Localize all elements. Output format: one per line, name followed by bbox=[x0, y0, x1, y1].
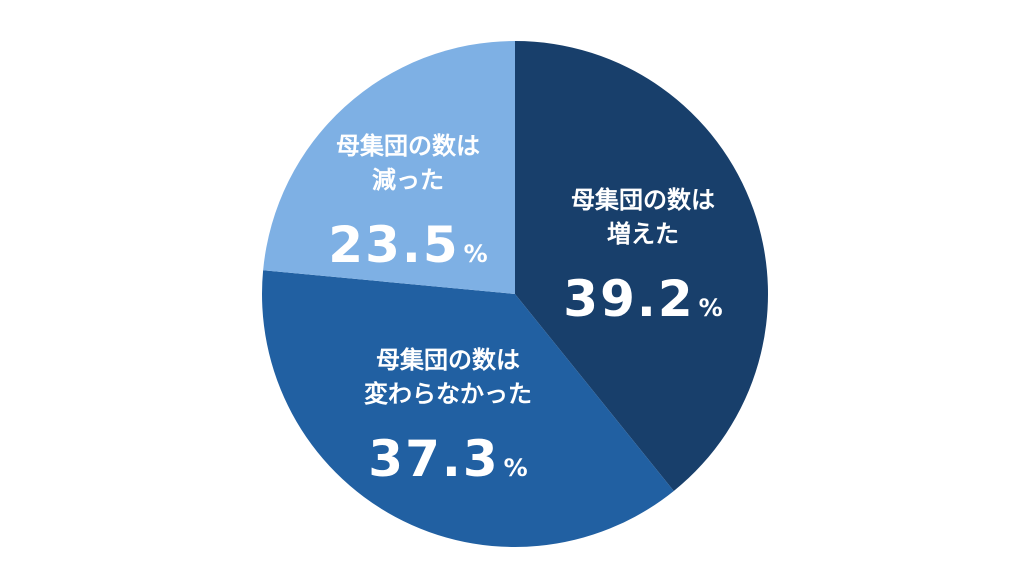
pie-slice-1 bbox=[515, 41, 768, 491]
slice-label-line: 母集団の数は bbox=[571, 186, 715, 214]
slice-value-label: 39.2% bbox=[563, 270, 722, 328]
slice-value-label: 37.3% bbox=[368, 430, 527, 488]
slice-label-line: 変わらなかった bbox=[364, 380, 532, 408]
pie-slice-3 bbox=[263, 41, 515, 294]
slice-value-label: 23.5% bbox=[328, 216, 487, 274]
slice-label-line: 増えた bbox=[607, 220, 679, 248]
pie-slice-2 bbox=[262, 270, 674, 547]
slice-label-line: 母集団の数は bbox=[376, 346, 520, 374]
slice-label-line: 減った bbox=[372, 166, 444, 194]
pie-slices bbox=[262, 41, 768, 547]
slice-label-line: 母集団の数は bbox=[336, 132, 480, 160]
